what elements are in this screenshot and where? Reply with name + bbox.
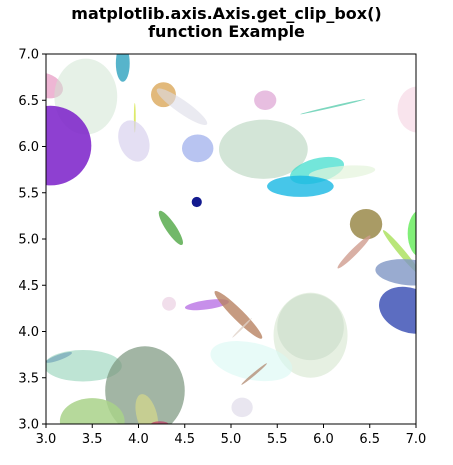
x-tick-label-6: 6.0 — [313, 432, 334, 447]
chart-title-line-2: function Example — [148, 22, 305, 41]
y-tick-label-1: 3.5 — [18, 371, 39, 386]
ellipse-mark-11 — [300, 99, 366, 115]
ellipse-mark-25 — [162, 296, 176, 311]
ellipse-mark-5 — [156, 88, 208, 126]
ellipse-mark-37 — [150, 421, 169, 424]
ellipse-mark-12 — [397, 86, 416, 133]
ellipse-mark-33 — [46, 350, 122, 382]
ellipse-mark-3 — [115, 54, 130, 82]
x-tick-label-3: 4.5 — [174, 432, 195, 447]
x-tick-label-8: 7.0 — [406, 432, 427, 447]
ellipse-mark-35 — [59, 398, 125, 424]
ellipse-mark-17 — [158, 210, 184, 246]
ellipse-mark-31 — [241, 363, 267, 385]
ellipse-mark-30 — [232, 317, 252, 338]
ellipse-mark-15 — [267, 175, 334, 197]
x-tick-label-7: 6.5 — [359, 432, 380, 447]
ellipse-mark-29 — [210, 341, 293, 382]
ellipse-mark-16 — [191, 196, 202, 208]
ellipse-mark-23 — [379, 286, 416, 334]
ellipse-mark-34 — [105, 346, 185, 424]
ellipse-mark-38 — [231, 397, 253, 418]
ellipse-mark-10 — [254, 90, 277, 110]
y-tick-label-3: 4.5 — [18, 279, 39, 294]
y-tick-label-8: 7.0 — [18, 48, 39, 63]
y-tick-label-6: 6.0 — [18, 140, 39, 155]
ellipse-mark-36 — [135, 394, 159, 424]
ellipse-mark-9 — [218, 119, 308, 179]
chart-title-line-1: matplotlib.axis.Axis.get_clip_box() — [71, 4, 382, 23]
ellipse-mark-7 — [118, 120, 150, 162]
ellipse-mark-8 — [181, 134, 214, 163]
y-tick-label-2: 4.0 — [18, 325, 39, 340]
x-tick-label-2: 4.0 — [128, 432, 149, 447]
x-tick-label-0: 3.0 — [36, 432, 57, 447]
ellipse-mark-24 — [184, 299, 229, 311]
ellipse-mark-26 — [214, 290, 263, 339]
y-tick-label-0: 3.0 — [18, 418, 39, 433]
x-tick-label-5: 5.5 — [267, 432, 288, 447]
ellipse-mark-14 — [308, 165, 376, 180]
ellipse-mark-0 — [46, 72, 63, 99]
ellipse-mark-28 — [277, 293, 344, 361]
ellipse-mark-2 — [46, 105, 92, 186]
y-tick-label-4: 5.0 — [18, 233, 39, 248]
ellipse-mark-19 — [407, 211, 416, 256]
ellipse-mark-20 — [337, 235, 371, 269]
y-tick-label-5: 5.5 — [18, 186, 39, 201]
ellipse-mark-18 — [349, 208, 383, 240]
x-tick-label-4: 5.0 — [221, 432, 242, 447]
ellipse-mark-22 — [375, 259, 416, 286]
x-tick-label-1: 3.5 — [82, 432, 103, 447]
y-tick-label-7: 6.5 — [18, 94, 39, 109]
